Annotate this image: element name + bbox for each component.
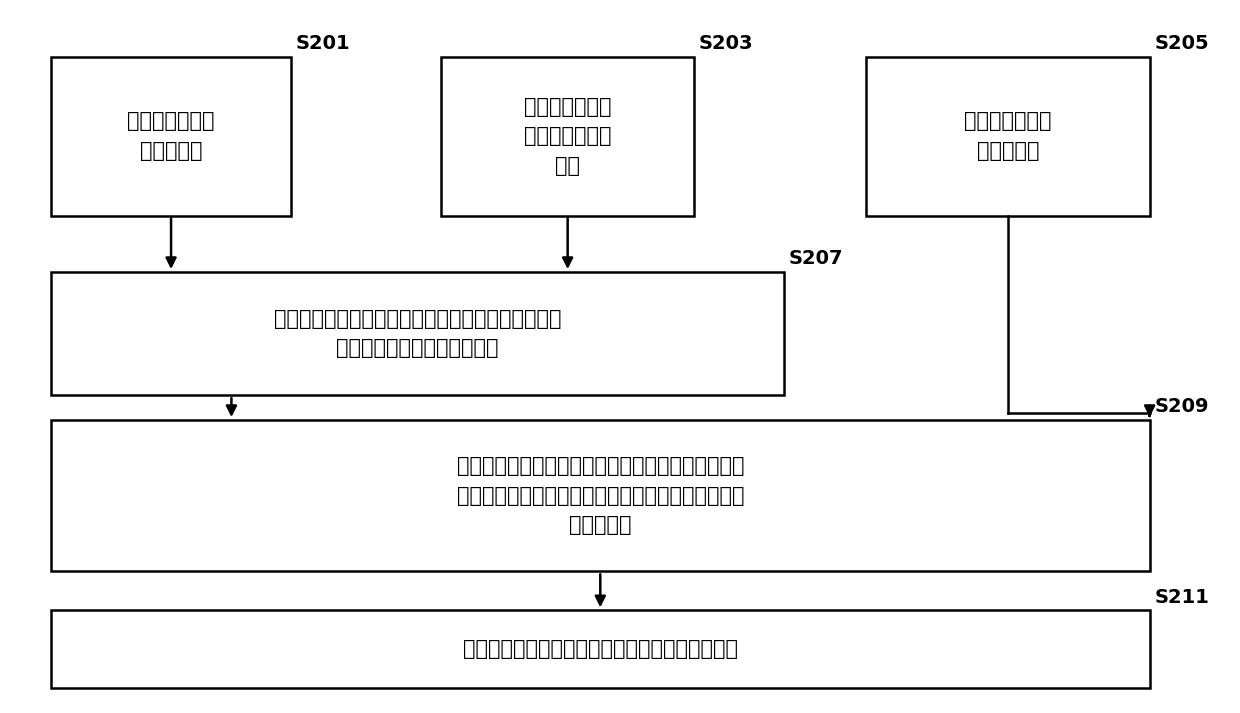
Text: S205: S205 xyxy=(1154,34,1209,53)
Text: 根据预先存储的微透镜辐照度分布模型对原始场景辐
照度分布进行亮度均一化变换，得到亮度均一的场景
辐照度分布: 根据预先存储的微透镜辐照度分布模型对原始场景辐 照度分布进行亮度均一化变换，得到… xyxy=(456,456,744,535)
Text: S203: S203 xyxy=(699,34,754,53)
Text: S211: S211 xyxy=(1154,588,1209,607)
Bar xyxy=(51,272,784,395)
Text: S207: S207 xyxy=(789,250,843,268)
Text: 根据原始场景图像和预先存储的图像传感器的响应曲
线，得到原始场景辐照度分布: 根据原始场景图像和预先存储的图像传感器的响应曲 线，得到原始场景辐照度分布 xyxy=(274,309,562,359)
Bar xyxy=(51,610,1149,688)
Text: S201: S201 xyxy=(296,34,351,53)
Bar xyxy=(867,57,1149,215)
Bar xyxy=(51,57,291,215)
Text: S209: S209 xyxy=(1154,397,1209,416)
Text: 计算微透镜辐照
度分布模型: 计算微透镜辐照 度分布模型 xyxy=(965,111,1052,161)
Text: 获取图像传感器
输出的原始场景
图像: 获取图像传感器 输出的原始场景 图像 xyxy=(525,97,611,176)
Text: 获取图像传感器
的响应曲线: 获取图像传感器 的响应曲线 xyxy=(128,111,215,161)
Bar xyxy=(51,420,1149,571)
Bar xyxy=(441,57,694,215)
Text: 将亮度均一的场景辐照度分布重新变换为数字图像: 将亮度均一的场景辐照度分布重新变换为数字图像 xyxy=(463,639,738,659)
